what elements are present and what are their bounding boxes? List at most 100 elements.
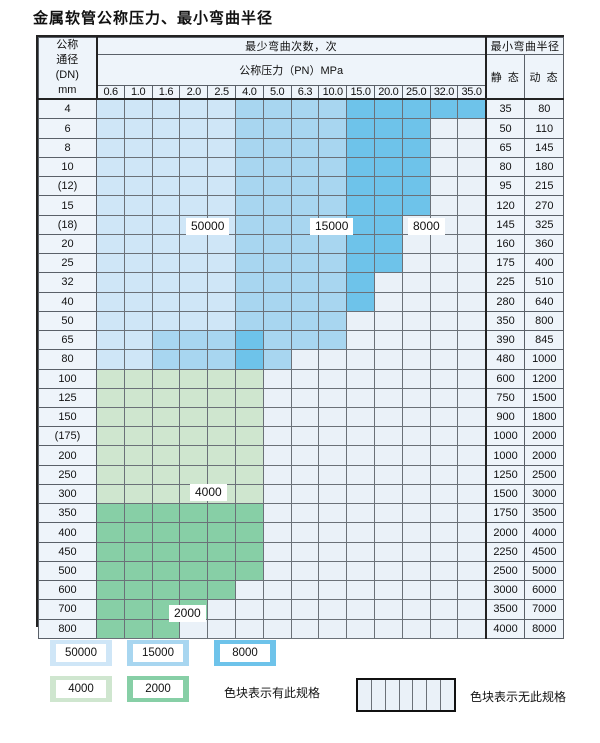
grid-cell (123, 272, 153, 293)
grid-cell (318, 330, 348, 351)
dynamic-radius-cell: 4000 (524, 522, 565, 543)
grid-cell (457, 368, 487, 389)
grid-cell (207, 560, 236, 582)
table-row: 20 160 360 (38, 233, 565, 255)
header-dn-line-3: mm (58, 84, 77, 96)
grid-cell (151, 118, 181, 139)
grid-cell (346, 368, 375, 389)
legend-empty-seg (400, 680, 414, 710)
dynamic-radius-cell: 8000 (524, 618, 565, 640)
grid-cell (96, 580, 125, 601)
header-radius: 最小弯曲半径 (484, 37, 565, 55)
grid-cell (373, 426, 403, 447)
grid-cell (290, 387, 320, 408)
grid-cell (457, 483, 487, 505)
dynamic-radius-cell: 7000 (524, 599, 565, 620)
table-row: 600 3000 6000 (38, 580, 565, 601)
grid-cell (457, 253, 487, 274)
header-pn-5.0: 5.0 (262, 85, 292, 100)
legend-empty-seg (372, 680, 386, 710)
grid-cell (234, 118, 264, 139)
grid-cell (123, 483, 153, 505)
grid-cell (234, 233, 264, 255)
grid-cell (457, 387, 487, 408)
header-dn: 公称 通径 (DN) mm (38, 37, 98, 100)
grid-cell (401, 541, 431, 562)
grid-cell (401, 176, 431, 197)
grid-cell (290, 253, 320, 274)
grid-cell (262, 98, 292, 120)
grid-cell (262, 253, 292, 274)
grid-cell (262, 464, 292, 485)
static-radius-cell: 3000 (484, 580, 526, 601)
legend-has-spec-text: 色块表示有此规格 (224, 686, 321, 700)
grid-cell (151, 522, 181, 543)
grid-cell (457, 522, 487, 543)
grid-cell (234, 156, 264, 178)
dynamic-radius-cell: 640 (524, 291, 565, 312)
grid-cell (290, 560, 320, 582)
table-row: 400 2000 4000 (38, 522, 565, 543)
grid-cell (262, 310, 292, 332)
grid-cell (429, 253, 459, 274)
grid-cell (429, 503, 459, 524)
grid-cell (151, 137, 181, 158)
grid-cell (96, 233, 125, 255)
dynamic-radius-cell: 800 (524, 310, 565, 332)
grid-cell (346, 387, 375, 408)
grid-cell (290, 137, 320, 158)
grid-cell (207, 426, 236, 447)
grid-cell (207, 233, 236, 255)
grid-cell (234, 349, 264, 370)
grid-cell (96, 560, 125, 582)
grid-cell (373, 406, 403, 428)
grid-cell (207, 368, 236, 389)
grid-cell (151, 387, 181, 408)
grid-cell (234, 483, 264, 505)
dynamic-radius-cell: 180 (524, 156, 565, 178)
static-radius-cell: 80 (484, 156, 526, 178)
grid-cell (373, 560, 403, 582)
inline-value-tag: 2000 (169, 605, 206, 622)
header-pn-20.0: 20.0 (373, 85, 403, 100)
grid-cell (290, 599, 320, 620)
grid-cell (96, 387, 125, 408)
grid-cell (457, 176, 487, 197)
legend-swatch-label: 8000 (220, 644, 270, 662)
dn-cell: 400 (38, 522, 97, 543)
header-pn-10.0: 10.0 (318, 85, 348, 100)
grid-cell (179, 156, 209, 178)
grid-cell (96, 98, 125, 120)
table-row: 500 2500 5000 (38, 560, 565, 582)
dynamic-radius-cell: 1000 (524, 349, 565, 370)
grid-cell (373, 464, 403, 485)
grid-cell (373, 118, 403, 139)
grid-cell (234, 503, 264, 524)
grid-cell (290, 406, 320, 428)
grid-cell (207, 176, 236, 197)
grid-cell (234, 272, 264, 293)
grid-cell (457, 560, 487, 582)
table-row: 50 350 800 (38, 310, 565, 332)
grid-cell (234, 98, 264, 120)
dn-cell: 10 (38, 156, 97, 178)
grid-cell (262, 503, 292, 524)
grid-cell (318, 253, 348, 274)
header-pn-1.0: 1.0 (123, 85, 153, 100)
dynamic-radius-cell: 1500 (524, 387, 565, 408)
grid-cell (234, 618, 264, 640)
grid-cell (318, 272, 348, 293)
dynamic-radius-cell: 2500 (524, 464, 565, 485)
static-radius-cell: 35 (484, 98, 526, 120)
grid-cell (401, 118, 431, 139)
grid-cell (401, 406, 431, 428)
grid-cell (234, 137, 264, 158)
table-row: 800 4000 8000 (38, 618, 565, 640)
static-radius-cell: 1000 (484, 426, 526, 447)
grid-cell (429, 176, 459, 197)
table-row: 15 120 270 (38, 195, 565, 216)
grid-cell (373, 310, 403, 332)
grid-cell (123, 310, 153, 332)
static-radius-cell: 2500 (484, 560, 526, 582)
grid-cell (346, 195, 375, 216)
